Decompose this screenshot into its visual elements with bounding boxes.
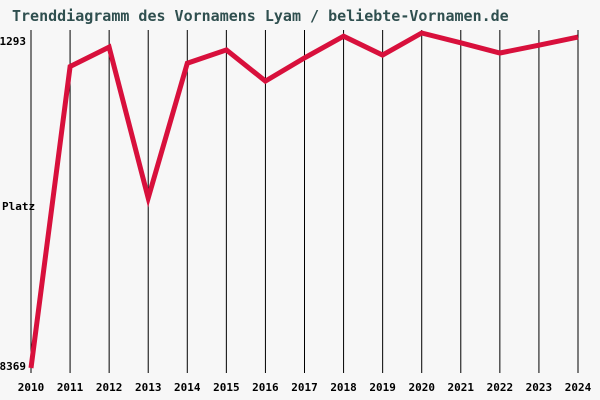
trend-line [28,30,579,369]
x-tick-label-2019: 2019 [369,381,396,394]
x-tick-label-2015: 2015 [213,381,240,394]
x-tick-label-2024: 2024 [565,381,592,394]
x-tick-label-2016: 2016 [252,381,279,394]
page-title: Trenddiagramm des Vornamens Lyam / belie… [12,7,509,25]
x-tick-label-2017: 2017 [291,381,318,394]
x-tick-label-2023: 2023 [526,381,553,394]
x-tick-label-2013: 2013 [135,381,162,394]
y-axis-title: Platz [2,200,35,213]
x-tick-label-2012: 2012 [96,381,123,394]
x-tick-label-2022: 2022 [487,381,514,394]
x-tick-label-2021: 2021 [448,381,475,394]
x-tick-label-2011: 2011 [57,381,84,394]
y-best-rank-label: 1293 [0,35,26,48]
x-tick-label-2018: 2018 [330,381,357,394]
x-tick-label-2014: 2014 [174,381,201,394]
y-worst-rank-label: 8369 [0,360,26,373]
x-tick-label-2020: 2020 [408,381,435,394]
x-tick-label-2010: 2010 [18,381,45,394]
